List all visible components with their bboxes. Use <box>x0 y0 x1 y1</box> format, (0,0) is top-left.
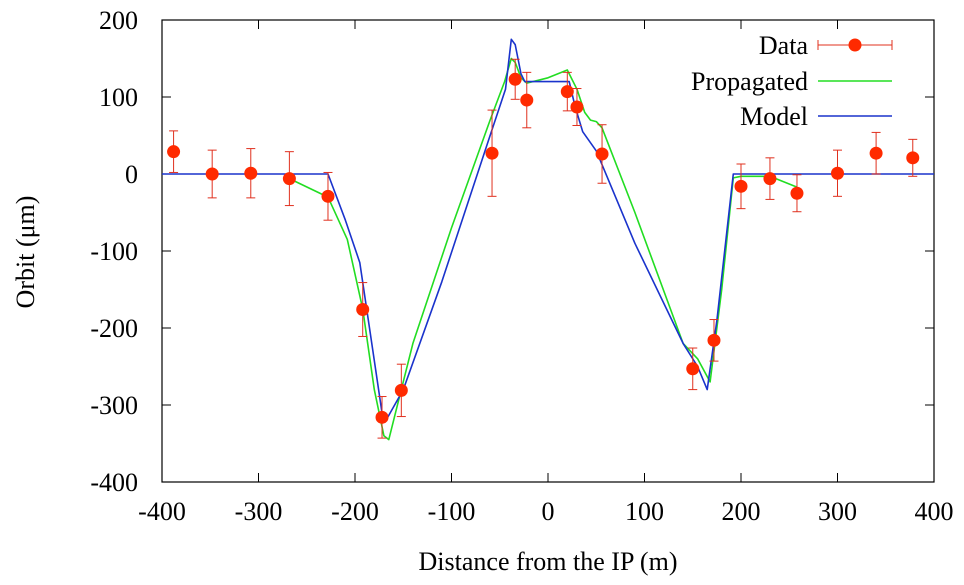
y-axis-title: Orbit (μm) <box>11 196 40 309</box>
axis-ticks <box>161 19 935 483</box>
data-marker <box>485 146 499 160</box>
data-marker <box>560 85 574 99</box>
data-point <box>485 109 499 197</box>
legend: Data Propagated Model <box>691 31 893 131</box>
data-point <box>321 171 335 221</box>
data-marker <box>734 179 748 193</box>
data-point <box>205 149 219 199</box>
data-point <box>375 396 389 439</box>
y-tick-label: 100 <box>99 83 138 112</box>
data-point <box>560 71 574 112</box>
data-point <box>790 174 804 213</box>
data-point <box>734 163 748 210</box>
x-tick-label: 100 <box>625 497 664 526</box>
data-marker <box>763 172 777 186</box>
data-marker <box>906 151 920 165</box>
x-tick-label: -100 <box>428 497 476 526</box>
x-tick-label: -300 <box>235 497 283 526</box>
data-marker <box>570 100 584 114</box>
x-tick-label: 400 <box>915 497 954 526</box>
data-point <box>570 88 584 126</box>
plot-frame-border <box>161 19 935 483</box>
x-tick-label: -200 <box>331 497 379 526</box>
y-tick-label: -100 <box>90 237 138 266</box>
data-marker <box>375 410 389 424</box>
data-marker <box>205 167 219 181</box>
data-point <box>763 157 777 200</box>
data-marker <box>244 166 258 180</box>
y-tick-label: -300 <box>90 391 138 420</box>
data-point <box>595 124 609 184</box>
plot-frame <box>161 19 935 483</box>
x-tick-label: 200 <box>722 497 761 526</box>
data-marker <box>790 186 804 200</box>
data-marker <box>520 93 534 107</box>
data-point <box>831 149 844 197</box>
data-marker <box>356 303 370 317</box>
legend-swatches <box>817 38 893 117</box>
model-line <box>162 38 934 420</box>
data-marker <box>394 383 408 397</box>
data-marker <box>686 362 700 376</box>
data-marker <box>595 147 609 161</box>
propagated-line <box>289 57 798 441</box>
x-tick-label: 0 <box>542 497 555 526</box>
legend-label-propagated: Propagated <box>691 67 808 96</box>
y-tick-label: 0 <box>125 160 138 189</box>
data-point <box>508 58 522 100</box>
data-point <box>244 148 258 199</box>
data-point <box>906 138 920 177</box>
x-tick-label: -400 <box>138 497 186 526</box>
data-marker <box>508 72 522 86</box>
legend-label-data: Data <box>759 31 809 60</box>
data-marker <box>707 333 721 347</box>
data-marker <box>831 166 844 180</box>
legend-data-marker <box>848 38 862 52</box>
x-tick-label: 300 <box>818 497 857 526</box>
data-marker <box>321 189 335 203</box>
data-point <box>394 363 408 418</box>
data-point <box>520 71 534 129</box>
y-tick-label: 200 <box>99 6 138 35</box>
series-layer <box>162 38 934 441</box>
data-point <box>686 347 700 391</box>
data-marker <box>282 172 296 186</box>
x-axis-title: Distance from the IP (m) <box>419 547 678 576</box>
data-point <box>167 130 181 173</box>
tick-labels: -400 -300 -200 -100 0 100 200 300 400 200 100 0 -100… <box>90 6 953 526</box>
y-tick-label: -400 <box>90 468 138 497</box>
y-tick-label: -200 <box>90 314 138 343</box>
data-point <box>707 319 721 362</box>
data-point <box>356 282 370 337</box>
data-marker <box>869 146 883 160</box>
data-marker <box>167 145 181 159</box>
data-point <box>282 151 296 207</box>
legend-label-model: Model <box>740 102 808 131</box>
data-point <box>869 131 883 175</box>
